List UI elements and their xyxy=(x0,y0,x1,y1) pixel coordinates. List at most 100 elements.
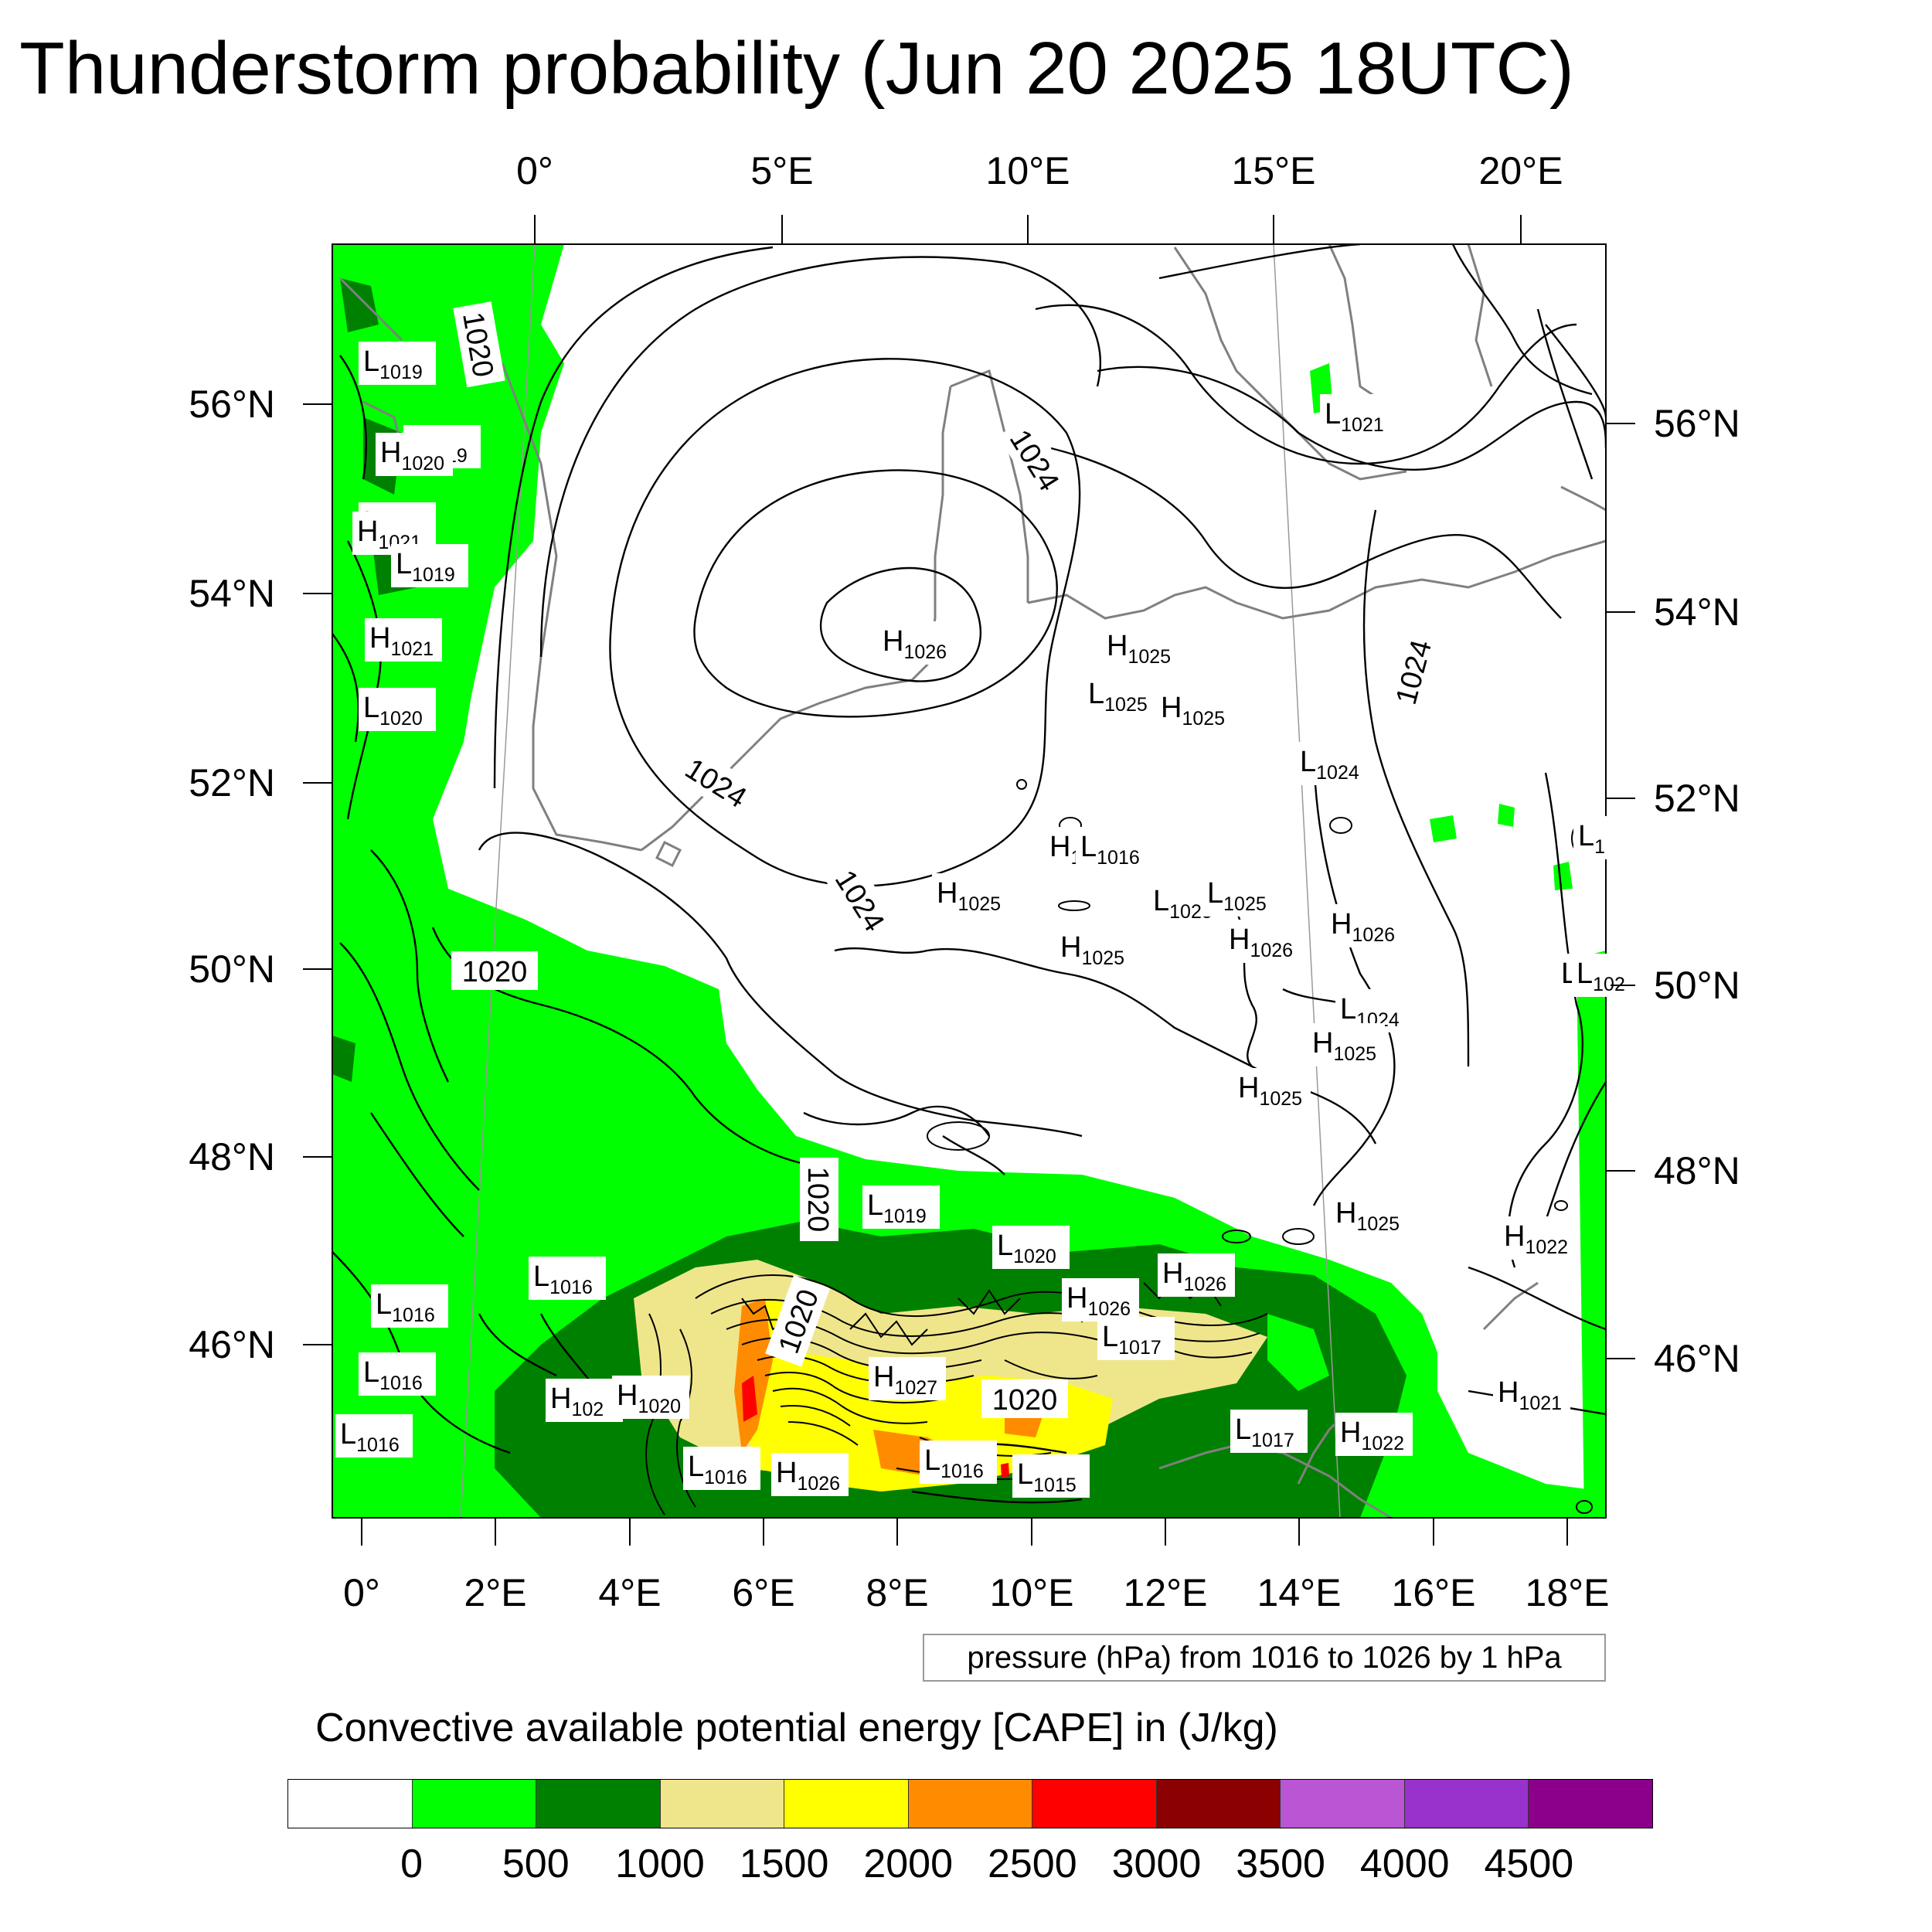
colorbar-swatch xyxy=(536,1780,661,1828)
pressure-center-text: H1025 xyxy=(1335,1197,1400,1235)
pressure-center-label: H1026 xyxy=(1158,1253,1235,1297)
left-lat-tick: 46°N xyxy=(189,1323,275,1366)
pressure-center-label: L1019 xyxy=(391,544,468,587)
colorbar-label: 2500 xyxy=(987,1842,1077,1886)
pressure-center-label: H1020 xyxy=(612,1376,689,1419)
pressure-center-text: H1026 xyxy=(883,625,947,663)
pressure-center-label: H1026 xyxy=(771,1453,849,1496)
pressure-center-text: H1026 xyxy=(1162,1257,1226,1295)
pressure-center-label: H1025 xyxy=(1308,1023,1385,1066)
pressure-center-text: L1019 xyxy=(363,345,423,383)
pressure-center-text: H1026 xyxy=(1331,908,1395,946)
colorbar-label: 1500 xyxy=(739,1842,829,1886)
pressure-center-text: L1020 xyxy=(997,1230,1056,1267)
pressure-center-label: L1 xyxy=(1573,816,1612,859)
pressure-center-label: L1017 xyxy=(1230,1410,1308,1453)
bottom-lon-tick: 18°E xyxy=(1525,1571,1610,1614)
pressure-center-label: L1016 xyxy=(529,1257,606,1300)
right-lat-tick: 56°N xyxy=(1654,402,1740,445)
pressure-center-text: H1026 xyxy=(1229,923,1293,961)
pressure-center-text: L1025 xyxy=(1088,678,1148,716)
pressure-center-label: H1020 xyxy=(376,433,453,476)
pressure-center-text: L1016 xyxy=(340,1418,400,1456)
pressure-center-text: L1025 xyxy=(1207,877,1267,915)
right-lat-tick: 48°N xyxy=(1654,1149,1740,1192)
pressure-center-text: L1017 xyxy=(1235,1413,1294,1451)
pressure-center-text: L1 xyxy=(1578,820,1605,858)
cape-0-500-west xyxy=(332,244,1606,1518)
bottom-lon-tick: 10°E xyxy=(989,1571,1074,1614)
colorbar-swatch xyxy=(1032,1780,1157,1828)
pressure-center-text: L1020 xyxy=(363,692,423,730)
colorbar-label: 3500 xyxy=(1236,1842,1325,1886)
colorbar xyxy=(287,1779,1653,1828)
colorbar-swatch xyxy=(1404,1780,1529,1828)
pressure-center-label: L1019 xyxy=(359,342,436,385)
bottom-lon-tick: 6°E xyxy=(732,1571,795,1614)
pressure-center-label: H1021 xyxy=(365,618,442,662)
pressure-center-label: H102 xyxy=(546,1379,623,1422)
pressure-center-text: H1027 xyxy=(873,1361,937,1399)
pressure-center-label: H1026 xyxy=(1326,904,1403,947)
pressure-center-label: H1026 xyxy=(1224,920,1301,963)
pressure-center-text: H1020 xyxy=(617,1379,681,1417)
pressure-center-label: L1021 xyxy=(1320,394,1397,437)
pressure-center-label: L1016 xyxy=(359,1352,436,1396)
right-lat-tick: 50°N xyxy=(1654,964,1740,1007)
cape-500-1000-north xyxy=(332,278,417,1082)
pressure-center-text: L102 xyxy=(1577,957,1625,995)
pressure-center-text: L1021 xyxy=(1325,398,1384,436)
pressure-center-text: H1025 xyxy=(937,877,1001,915)
pressure-center-text: L1019 xyxy=(867,1189,927,1227)
bottom-lon-tick: 8°E xyxy=(866,1571,929,1614)
colorbar-label: 4000 xyxy=(1359,1842,1450,1886)
pressure-center-label: L1025 xyxy=(1202,873,1280,917)
pressure-center-label: H1025 xyxy=(1331,1193,1408,1236)
pressure-centers: L1019L1019H1020L1019H1021L1019H1021L1020… xyxy=(335,342,1625,1498)
colorbar-swatch xyxy=(660,1780,785,1828)
top-lon-tick: 10°E xyxy=(985,149,1070,192)
bottom-lon-tick: 0° xyxy=(343,1571,380,1614)
pressure-center-label: L1024 xyxy=(1295,742,1372,785)
chart-title: Thunderstorm probability (Jun 20 2025 18… xyxy=(19,27,1574,110)
colorbar-label: 2000 xyxy=(863,1842,954,1886)
pressure-center-text: L1016 xyxy=(688,1451,747,1488)
colorbar-label: 1000 xyxy=(615,1842,705,1886)
contour-label: 1020 xyxy=(801,1167,834,1233)
pressure-center-text: L1017 xyxy=(1102,1321,1162,1359)
colorbar-label: 3000 xyxy=(1111,1842,1202,1886)
pressure-center-text: L1024 xyxy=(1300,746,1359,784)
pressure-center-text: H1025 xyxy=(1161,692,1225,730)
pressure-center-label: L1020 xyxy=(992,1226,1070,1269)
pressure-center-text: H1022 xyxy=(1340,1417,1404,1454)
contour-label: 1020 xyxy=(992,1384,1058,1417)
map-frame xyxy=(332,243,1607,1519)
top-lon-tick: 5°E xyxy=(750,149,814,192)
pressure-center-label: H1026 xyxy=(878,621,955,665)
pressure-center-text: L1019 xyxy=(396,548,455,586)
pressure-center-label: H1021 xyxy=(1493,1372,1570,1416)
pressure-center-text: H1026 xyxy=(1066,1282,1131,1320)
pressure-center-text: L1016 xyxy=(376,1288,435,1326)
pressure-center-label: L102 xyxy=(1572,954,1625,997)
top-lon-tick: 20°E xyxy=(1478,149,1563,192)
cape-0-500-east-dots xyxy=(1430,804,1573,890)
colorbar-swatch xyxy=(1281,1780,1405,1828)
pressure-info-box: pressure (hPa) from 1016 to 1026 by 1 hP… xyxy=(923,1634,1606,1682)
pressure-center-text: H1025 xyxy=(1107,630,1171,668)
colorbar-swatch xyxy=(1156,1780,1281,1828)
pressure-center-text: L1016 xyxy=(363,1356,423,1394)
colorbar-swatch xyxy=(288,1780,413,1828)
pressure-center-label: L1016 xyxy=(920,1440,997,1484)
left-lat-tick: 50°N xyxy=(189,947,275,991)
cape-0-500-east-patch xyxy=(1577,951,1606,1518)
colorbar-swatch xyxy=(784,1780,909,1828)
pressure-contours xyxy=(332,244,1606,1504)
pressure-center-label: L1016 xyxy=(683,1447,760,1490)
colorbar-label: 0 xyxy=(400,1842,423,1886)
bottom-lon-tick: 4°E xyxy=(598,1571,662,1614)
coastlines xyxy=(338,244,1606,1518)
pressure-center-label: L1016 xyxy=(1076,827,1153,870)
pressure-center-label: H1025 xyxy=(1156,688,1233,731)
